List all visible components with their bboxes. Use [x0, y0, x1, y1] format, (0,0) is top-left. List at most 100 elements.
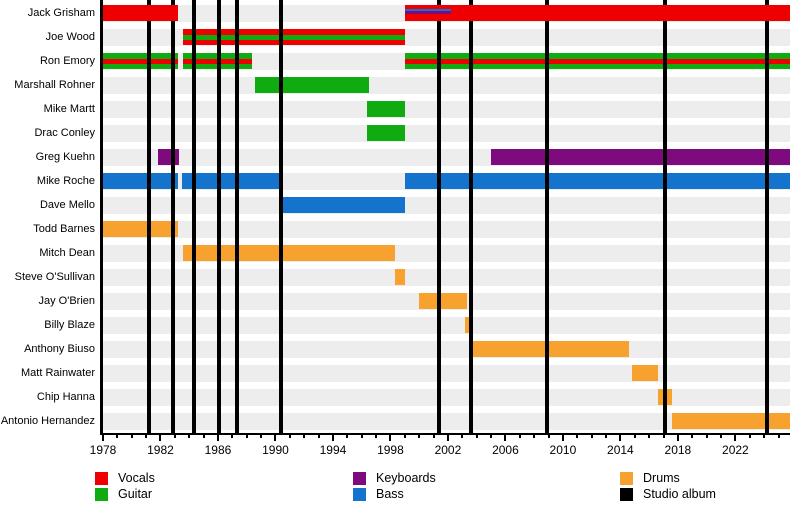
member-label: Ron Emory: [39, 55, 95, 67]
member-label: Drac Conley: [34, 127, 95, 139]
axis-major-tick: [216, 435, 219, 441]
axis-tick-label: 1994: [319, 443, 347, 457]
axis-minor-tick: [303, 435, 306, 438]
axis-minor-tick: [777, 435, 780, 438]
axis-minor-tick: [633, 435, 636, 438]
axis-minor-tick: [720, 435, 722, 438]
legend-item-keyboards: Keyboards: [353, 471, 436, 485]
member-label: Antonio Hernandez: [0, 415, 95, 427]
legend-item-studio_album: Studio album: [620, 487, 716, 501]
studio-album-line: [217, 0, 222, 433]
member-label: Todd Barnes: [33, 223, 95, 235]
row-background: [103, 388, 790, 406]
timeline-stripe-bass: [404, 9, 451, 11]
axis-minor-tick: [288, 435, 291, 438]
timeline-bar-drums: [472, 341, 630, 357]
axis-major-tick: [504, 435, 507, 441]
row-background: [103, 124, 790, 142]
member-label: Dave Mello: [39, 199, 95, 211]
studio-album-line: [468, 0, 473, 433]
studio-album-line: [765, 0, 769, 433]
row-background: [103, 268, 790, 286]
member-label: Mike Martt: [43, 103, 95, 115]
legend-label: Guitar: [118, 487, 153, 501]
axis-tick-label: 1982: [147, 443, 174, 457]
axis-minor-tick: [173, 435, 176, 438]
legend-swatch-vocals: [95, 471, 108, 485]
legend-item-bass: Bass: [353, 487, 404, 501]
y-axis-line: [100, 0, 103, 433]
axis-minor-tick: [145, 435, 148, 438]
axis-tick-label: 2010: [549, 443, 577, 457]
x-axis-line: [100, 433, 790, 435]
timeline-bar-drums: [465, 317, 473, 333]
axis-major-tick: [102, 435, 104, 441]
member-label: Chip Hanna: [36, 391, 95, 403]
axis-minor-tick: [245, 435, 248, 438]
legend-swatch-studio_album: [620, 487, 633, 501]
axis-minor-tick: [202, 435, 205, 438]
axis-major-tick: [734, 435, 737, 441]
axis-major-tick: [446, 435, 449, 441]
axis-minor-tick: [375, 435, 378, 438]
legend-swatch-drums: [620, 471, 633, 485]
studio-album-line: [146, 0, 151, 433]
studio-album-line: [662, 0, 667, 433]
axis-major-tick: [676, 435, 679, 441]
timeline-bar-bass: [103, 173, 178, 189]
legend: Vocals Guitar Keyboards Bass Drums Studio alb…: [0, 466, 800, 508]
axis-tick-label: 2002: [434, 443, 462, 457]
legend-label: Studio album: [643, 487, 716, 501]
studio-album-line: [234, 0, 239, 433]
studio-album-line: [437, 0, 442, 433]
axis-minor-tick: [763, 435, 766, 438]
axis-minor-tick: [403, 435, 406, 438]
timeline-bar-guitar: [367, 101, 405, 117]
timeline-bar-guitar: [367, 125, 405, 141]
member-label: Matt Rainwater: [21, 367, 95, 379]
axis-minor-tick: [547, 435, 550, 438]
axis-minor-tick: [418, 435, 421, 438]
timeline-bar-vocals: [404, 5, 790, 21]
axis-major-tick: [331, 435, 334, 441]
axis-major-tick: [389, 435, 392, 441]
axis-tick-label: 2022: [722, 443, 749, 457]
axis-minor-tick: [461, 435, 464, 438]
legend-item-guitar: Guitar: [95, 487, 152, 501]
axis-minor-tick: [648, 435, 651, 438]
x-axis-ticks: 1978 1982 1986 1990 1994 1998 2002 2006 2010 2014…: [90, 435, 790, 457]
studio-album-line: [171, 0, 176, 433]
timeline-stripe-vocals: [103, 58, 178, 64]
row-background: [103, 340, 790, 358]
member-label: Mike Roche: [36, 175, 95, 187]
timeline-bar-guitar: [255, 77, 369, 93]
member-label: Steve O'Sullivan: [14, 271, 95, 283]
legend-label: Drums: [643, 471, 680, 485]
axis-minor-tick: [533, 435, 536, 438]
axis-major-tick: [619, 435, 622, 441]
legend-label: Vocals: [118, 471, 155, 485]
axis-tick-label: 1998: [377, 443, 404, 457]
timeline-bar-drums: [103, 221, 178, 237]
axis-major-tick: [159, 435, 162, 441]
axis-minor-tick: [260, 435, 263, 438]
axis-tick-label: 2018: [664, 443, 692, 457]
row-background: [103, 76, 790, 94]
legend-item-drums: Drums: [620, 471, 680, 485]
axis-minor-tick: [432, 435, 435, 438]
axis-minor-tick: [116, 435, 119, 438]
member-label: Billy Blaze: [44, 319, 95, 331]
axis-minor-tick: [518, 435, 521, 438]
axis-minor-tick: [590, 435, 593, 438]
axis-minor-tick: [662, 435, 665, 438]
axis-tick-label: 1990: [262, 443, 289, 457]
row-background: [103, 100, 790, 118]
studio-album-line: [545, 0, 550, 433]
member-label: Marshall Rohner: [14, 79, 95, 91]
axis-major-tick: [561, 435, 564, 441]
axis-minor-tick: [360, 435, 363, 438]
axis-tick-label: 1986: [204, 443, 232, 457]
legend-swatch-keyboards: [353, 471, 366, 485]
timeline-bar-keyboards: [157, 149, 180, 165]
